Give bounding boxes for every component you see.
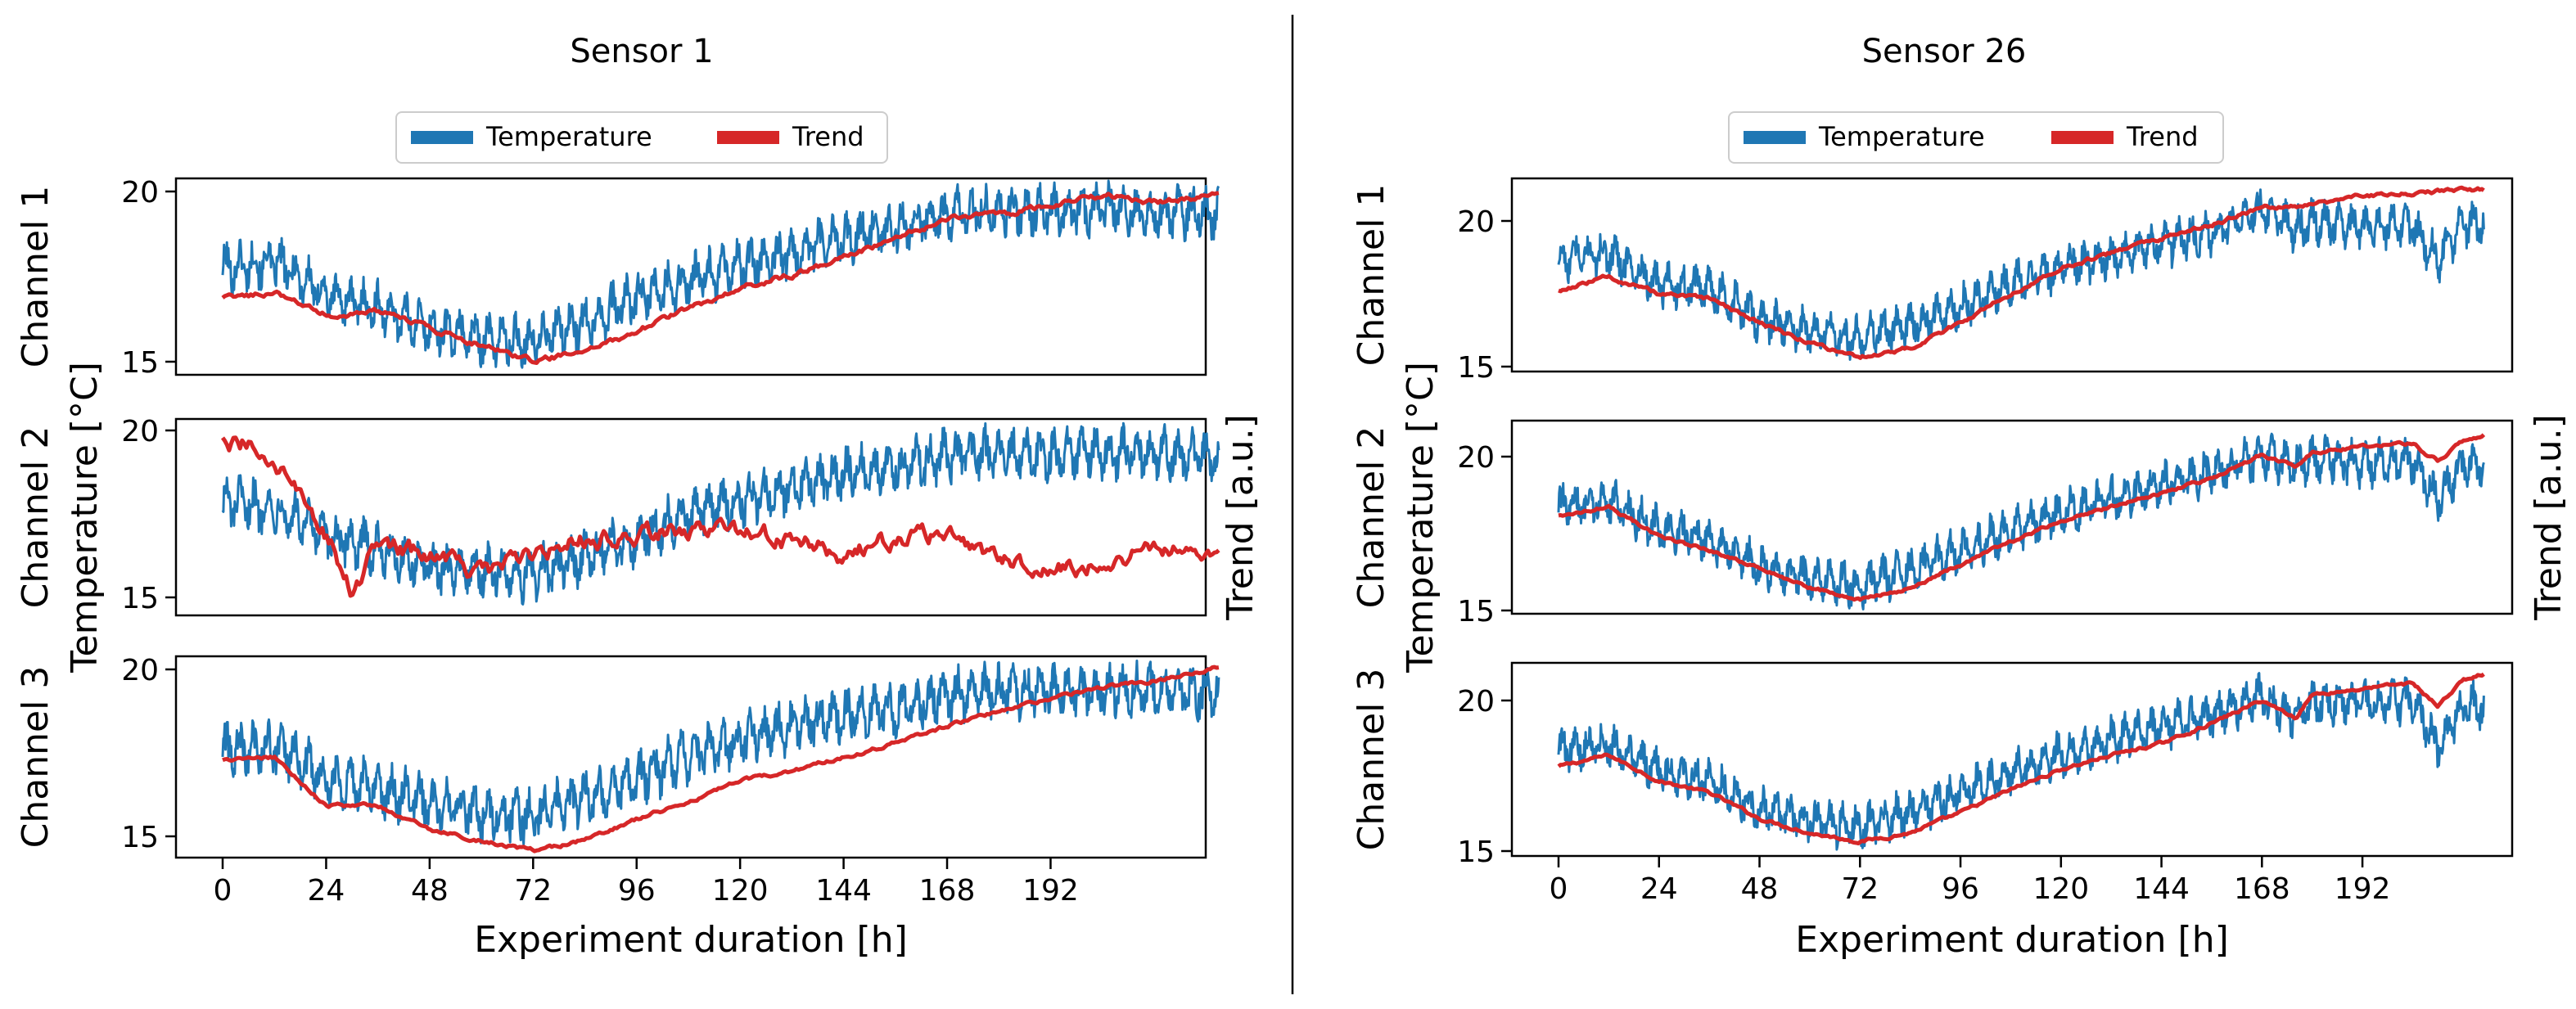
sensor-1-channel-1-temperature-line [221, 179, 1220, 369]
sensor-1-channel-3-label: Channel 3 [15, 666, 56, 849]
sensor-26-channel-3-label: Channel 3 [1351, 669, 1392, 851]
sensor-1-right-axis-label: Trend [a.u.] [1220, 414, 1261, 621]
sensor-26-right-axis-label: Trend [a.u.] [2528, 414, 2569, 621]
sensor-26-legend-temperature-label: Temperature [1818, 121, 1985, 152]
sensor-1-channel-2-ytick-20-label: 20 [121, 415, 159, 448]
sensor-26-channel-3-ytick-15-label: 15 [1457, 836, 1495, 869]
sensor-1-legend-trend-label: Trend [792, 121, 864, 152]
sensor-26-legend-temperature-swatch [1744, 131, 1806, 144]
sensor-1-channel-3-frame [174, 655, 1207, 859]
sensor-26-figure: Sensor 26 Temperature Trend 20 15 Channe… [1351, 33, 2569, 961]
sensor-26-title: Sensor 26 [1862, 33, 2027, 70]
x-tick-label: 168 [2234, 872, 2290, 906]
sensor-1-channel-3-trend-line [222, 664, 1220, 854]
sensor-1-channel-1-ytick-20-label: 20 [121, 176, 159, 209]
x-tick-label: 168 [919, 874, 976, 908]
sensor-1-channel-3-temperature-line [221, 660, 1220, 846]
x-tick-label: 144 [2133, 872, 2190, 906]
sensor-26-channel-2-trend-line [1558, 433, 2486, 602]
sensor-26-legend: Temperature Trend [1728, 111, 2224, 164]
sensor-26-channel-3-ytick-20-label: 20 [1457, 685, 1495, 718]
sensor-1-channel-2-panel: 20 15 Channel 2 [15, 415, 1220, 617]
sensor-1-channel-2-ytick-15-label: 15 [121, 582, 159, 615]
sensor-1-channel-1-frame [174, 177, 1207, 376]
sensor-26-channel-1-ytick-20-label: 20 [1457, 205, 1495, 239]
sensor-1-channel-2-label: Channel 2 [15, 426, 56, 609]
sensor-1-legend: Temperature Trend [395, 111, 888, 164]
x-tick-label: 192 [1022, 874, 1079, 908]
sensor-26-x-axis-label: Experiment duration [h] [1795, 919, 2229, 961]
sensor-26-channel-2-label: Channel 2 [1351, 426, 1392, 609]
sensor-26-channel-3-temperature-line [1557, 672, 2485, 851]
sensor-26-channel-2-temperature-line [1557, 432, 2485, 610]
sensor-26-channel-3-panel: 20 15 Channel 3 [1351, 661, 2514, 869]
x-tick-label: 24 [308, 874, 345, 908]
sensor-26-channel-3-trend-line [1557, 672, 2485, 846]
sensor-26-legend-box [1728, 111, 2224, 164]
sensor-26-channel-2-ytick-15-label: 15 [1457, 595, 1495, 628]
x-tick-label: 24 [1640, 872, 1678, 906]
sensor-26-channel-1-temperature-line [1557, 188, 2485, 361]
x-tick-label: 144 [815, 874, 872, 908]
sensor-26-x-axis: 0 24 48 72 96 120 144 168 192 [1550, 856, 2391, 906]
sensor-1-channel-2-temperature-line [221, 421, 1220, 606]
sensor-1-channel-3-panel: 20 15 Channel 3 [15, 654, 1220, 859]
sensor-1-legend-box [395, 111, 888, 164]
sensor-26-channel-2-panel: 20 15 Channel 2 [1351, 419, 2514, 628]
sensor-26-channel-2-ytick-20-label: 20 [1457, 441, 1495, 475]
x-tick-label: 96 [1942, 872, 1979, 906]
sensor-1-channel-1-trend-line [221, 191, 1220, 365]
sensor-1-legend-temperature-swatch [411, 131, 473, 144]
x-tick-label: 96 [618, 874, 656, 908]
sensor-26-channel-1-ytick-15-label: 15 [1457, 351, 1495, 385]
sensor-1-title: Sensor 1 [570, 33, 713, 70]
sensor-1-x-axis-label: Experiment duration [h] [474, 919, 908, 961]
sensor-1-channel-1-label: Channel 1 [15, 186, 56, 368]
sensor-26-legend-trend-swatch [2051, 131, 2114, 144]
sensor-1-y-axis-label: Temperature [°C] [64, 362, 106, 673]
sensor-1-figure: Sensor 1 Temperature Trend 20 15 Channel… [15, 33, 1261, 961]
sensor-1-channel-3-ytick-15-label: 15 [121, 821, 159, 854]
x-tick-label: 72 [1841, 872, 1879, 906]
sensor-26-channel-1-label: Channel 1 [1351, 184, 1392, 367]
sensor-1-channel-2-frame [174, 417, 1207, 617]
sensor-1-channel-1-ytick-15-label: 15 [121, 346, 159, 380]
x-tick-label: 0 [1550, 872, 1568, 906]
sensor-26-channel-1-trend-line [1558, 185, 2485, 360]
sensor-1-channel-2-trend-line [220, 435, 1220, 598]
x-tick-label: 0 [214, 874, 232, 908]
sensor-1-legend-trend-swatch [717, 131, 779, 144]
sensor-1-x-axis: 0 24 48 72 96 120 144 168 192 [214, 858, 1079, 908]
x-tick-label: 48 [1741, 872, 1779, 906]
x-tick-label: 192 [2335, 872, 2391, 906]
x-tick-label: 72 [514, 874, 552, 908]
sensor-1-channel-3-ytick-20-label: 20 [121, 654, 159, 687]
x-tick-label: 48 [411, 874, 449, 908]
sensor-26-legend-trend-label: Trend [2126, 121, 2199, 152]
sensor-26-channel-1-panel: 20 15 Channel 1 [1351, 177, 2514, 385]
x-tick-label: 120 [712, 874, 769, 908]
sensor-26-channel-2-frame [1510, 419, 2514, 615]
x-tick-label: 120 [2032, 872, 2089, 906]
sensor-1-legend-temperature-label: Temperature [485, 121, 652, 152]
sensor-26-channel-3-frame [1510, 661, 2514, 858]
sensor-1-channel-1-panel: 20 15 Channel 1 [15, 176, 1220, 380]
sensor-26-y-axis-label: Temperature [°C] [1400, 362, 1441, 673]
sensor-26-channel-1-frame [1510, 177, 2514, 373]
